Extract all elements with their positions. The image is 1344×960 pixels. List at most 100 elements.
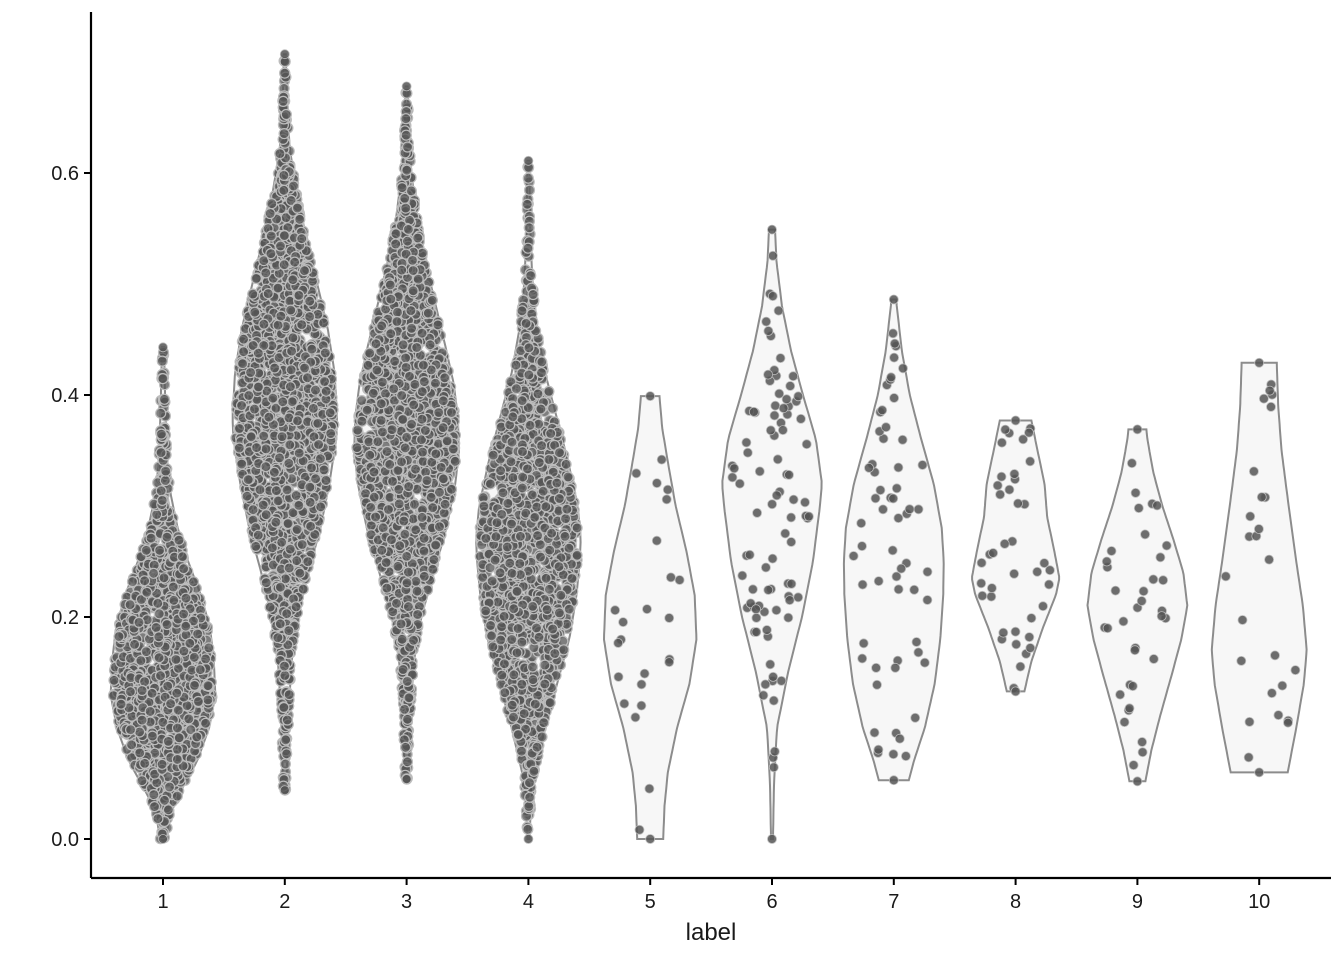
point-1 xyxy=(124,686,136,698)
point-2 xyxy=(277,95,289,108)
point-2 xyxy=(248,403,261,415)
violins-layer xyxy=(107,49,1308,845)
point-2 xyxy=(285,304,297,316)
point-1 xyxy=(134,747,146,759)
point-1 xyxy=(113,630,125,643)
point-1 xyxy=(158,834,168,844)
point-1 xyxy=(157,373,169,385)
point-2 xyxy=(281,714,293,726)
point-1 xyxy=(146,730,158,742)
point-1 xyxy=(134,726,146,738)
point-2 xyxy=(296,538,308,551)
point-1 xyxy=(156,758,168,770)
point-2 xyxy=(281,608,293,620)
point-2 xyxy=(305,462,318,474)
point-2 xyxy=(238,346,250,358)
point-1 xyxy=(200,653,212,665)
point-1 xyxy=(192,628,204,640)
point-1 xyxy=(146,687,158,699)
point-1 xyxy=(148,567,160,579)
point-2 xyxy=(291,415,304,427)
point-1 xyxy=(171,687,183,699)
point-1 xyxy=(202,694,214,706)
point-2 xyxy=(257,499,269,511)
point-2 xyxy=(233,442,245,454)
point-2 xyxy=(251,442,263,454)
point-1 xyxy=(167,581,179,593)
point-2 xyxy=(278,230,290,242)
point-2 xyxy=(304,481,316,493)
point-1 xyxy=(150,621,162,634)
point-2 xyxy=(260,509,272,521)
point-2 xyxy=(283,624,295,637)
point-1 xyxy=(191,731,203,743)
point-1 xyxy=(192,695,204,708)
point-1 xyxy=(187,576,200,588)
point-2 xyxy=(276,431,288,443)
point-2 xyxy=(293,447,305,459)
point-2 xyxy=(270,516,282,528)
point-2 xyxy=(291,202,303,214)
point-1 xyxy=(124,599,136,611)
point-1 xyxy=(156,355,168,367)
point-1 xyxy=(203,642,215,654)
point-1 xyxy=(108,674,120,686)
point-2 xyxy=(320,385,332,397)
point-2 xyxy=(324,407,336,419)
point-1 xyxy=(200,717,212,729)
point-2 xyxy=(250,540,262,553)
point-2 xyxy=(273,452,286,464)
point-2 xyxy=(236,458,248,470)
point-1 xyxy=(159,474,171,487)
point-1 xyxy=(136,684,148,697)
point-2 xyxy=(287,274,299,286)
point-2 xyxy=(297,583,309,595)
point-2 xyxy=(272,495,284,507)
point-2 xyxy=(285,364,297,376)
point-1 xyxy=(115,698,127,710)
point-2 xyxy=(286,396,298,408)
point-1 xyxy=(140,544,152,556)
point-2 xyxy=(276,536,288,548)
point-2 xyxy=(284,543,296,555)
point-2 xyxy=(263,411,275,423)
point-2 xyxy=(315,501,327,513)
point-1 xyxy=(136,714,148,726)
point-2 xyxy=(272,282,284,294)
point-2 xyxy=(281,484,293,496)
point-1 xyxy=(158,794,171,806)
point-1 xyxy=(202,680,214,692)
point-2 xyxy=(260,443,272,455)
point-1 xyxy=(180,620,192,632)
point-2 xyxy=(243,389,255,402)
point-2 xyxy=(280,734,292,746)
point-1 xyxy=(162,804,174,816)
point-1 xyxy=(188,679,201,692)
point-2 xyxy=(260,267,272,279)
point-2 xyxy=(264,601,276,613)
point-1 xyxy=(171,753,183,766)
point-2 xyxy=(265,230,277,242)
point-2 xyxy=(304,311,316,323)
point-1 xyxy=(141,586,153,598)
point-1 xyxy=(125,724,137,736)
point-2 xyxy=(241,490,253,502)
point-2 xyxy=(320,474,332,486)
point-2 xyxy=(247,504,259,516)
point-2 xyxy=(293,289,305,301)
point-2 xyxy=(278,660,290,672)
point-2 xyxy=(307,402,319,414)
point-2 xyxy=(237,358,249,370)
point-1 xyxy=(156,494,168,506)
violin-group-2 xyxy=(230,49,340,796)
point-2 xyxy=(269,362,281,374)
point-1 xyxy=(188,651,200,663)
point-2 xyxy=(264,207,276,220)
point-1 xyxy=(171,790,183,802)
point-1 xyxy=(168,594,180,606)
point-2 xyxy=(277,396,289,408)
point-1 xyxy=(162,735,174,748)
point-1 xyxy=(129,638,141,651)
point-2 xyxy=(252,381,264,393)
point-2 xyxy=(291,523,303,536)
